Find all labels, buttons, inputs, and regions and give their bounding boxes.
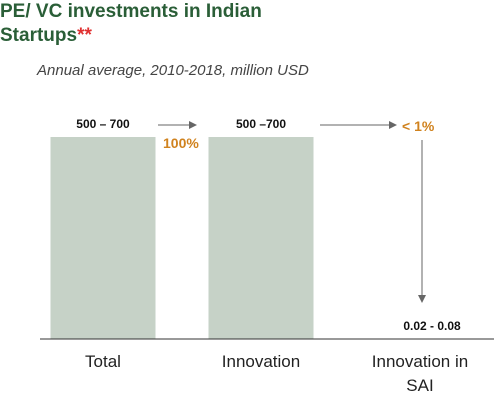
subtitle: Annual average, 2010-2018, million USD <box>37 62 309 79</box>
annotation: 100% <box>163 135 199 151</box>
value-label: 500 – 700 <box>76 117 130 131</box>
title-text: PE/ VC investments in Indian Startups <box>0 1 262 46</box>
chart-title: PE/ VC investments in Indian Startups** <box>0 0 290 48</box>
title-mark: ** <box>77 25 92 46</box>
value-label: 0.02 - 0.08 <box>403 319 461 333</box>
bar <box>50 137 156 339</box>
x-tick-label: Innovation in SAI <box>371 352 469 395</box>
bar <box>208 137 314 339</box>
x-tick-label: Total <box>85 352 121 371</box>
value-label: 500 –700 <box>235 117 287 131</box>
x-tick-label: Innovation <box>221 352 301 371</box>
annotation: < 1% <box>402 118 435 134</box>
